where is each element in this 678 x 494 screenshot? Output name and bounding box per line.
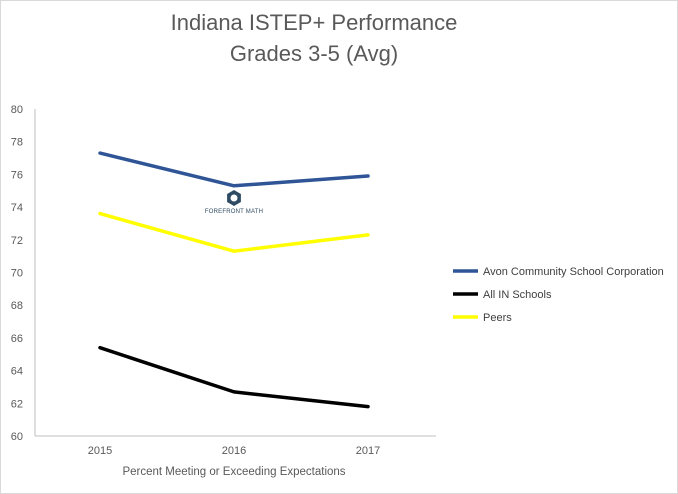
x-tick-label: 2016 (222, 445, 246, 457)
chart-title-line-2: Grades 3-5 (Avg) (229, 41, 399, 66)
y-tick-label: 74 (11, 202, 23, 214)
series-line-1 (98, 151, 370, 188)
x-axis-title: Percent Meeting or Exceeding Expectation… (122, 466, 345, 478)
x-tick-label: 2017 (356, 445, 380, 457)
chart-title-line-1: Indiana ISTEP+ Performance (170, 10, 458, 35)
legend-label: Peers (483, 312, 512, 324)
series-line-3 (98, 211, 370, 253)
legend-label: Avon Community School Corporation (483, 266, 664, 278)
legend-label: All IN Schools (483, 289, 552, 301)
axes (34, 109, 436, 437)
hexagon-logo-hole (230, 194, 238, 202)
y-tick-label: 70 (11, 268, 23, 280)
x-tick-label: 2015 (88, 445, 112, 457)
y-tick-label: 60 (11, 431, 23, 443)
watermark-text: FOREFRONT MATH (205, 209, 263, 215)
y-tick-label: 64 (11, 366, 23, 378)
y-tick-label: 68 (11, 300, 23, 312)
x-tick-labels: 2015 2016 2017 (88, 445, 380, 457)
y-tick-label: 72 (11, 235, 23, 247)
y-tick-label: 66 (11, 333, 23, 345)
series-lines (98, 151, 370, 409)
y-tick-labels: 60 62 64 66 68 70 72 74 76 78 80 (11, 104, 23, 443)
legend: Avon Community School Corporation All IN … (453, 266, 664, 324)
watermark: FOREFRONT MATH (205, 190, 263, 215)
series-line-2 (98, 345, 370, 409)
chart-title: Indiana ISTEP+ Performance Grades 3-5 (A… (1, 7, 627, 69)
y-tick-label: 80 (11, 104, 23, 116)
y-tick-label: 76 (11, 169, 23, 181)
y-tick-label: 62 (11, 398, 23, 410)
y-tick-label: 78 (11, 137, 23, 149)
